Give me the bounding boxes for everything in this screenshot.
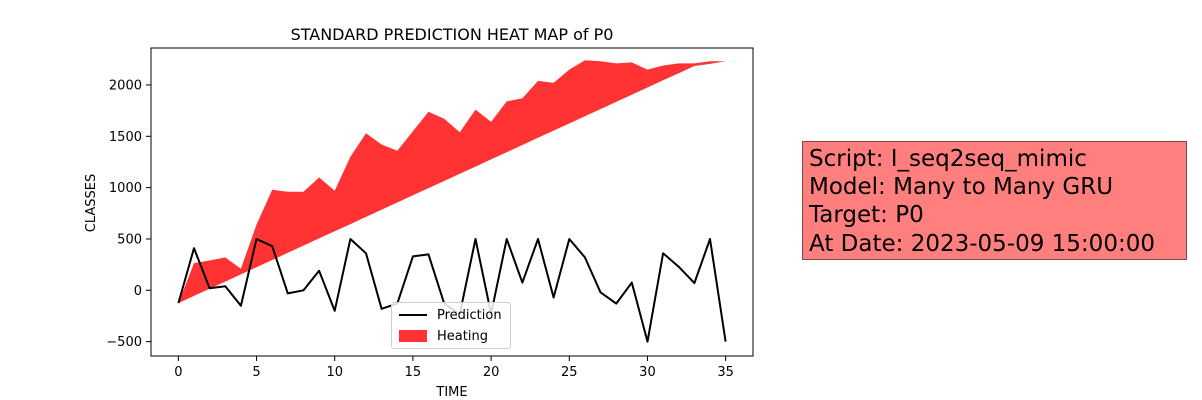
y-tick-label: 2000 [109,78,142,93]
y-tick-label: 0 [134,284,142,299]
heating-area [178,60,726,304]
info-model: Model: Many to Many GRU [809,174,1114,201]
x-tick-label: 5 [252,365,260,380]
legend-item-heating: Heating [399,327,488,345]
y-tick-label: −500 [106,335,142,350]
x-axis-label: TIME [435,385,467,400]
legend-label-prediction: Prediction [437,307,502,323]
x-tick-label: 35 [717,365,734,380]
y-axis-label: CLASSES [84,174,99,232]
info-box: Script: I_seq2seq_mimic Model: Many to M… [802,141,1187,260]
x-tick-label: 20 [483,365,500,380]
x-tick-label: 15 [405,365,422,380]
chart-title: STANDARD PREDICTION HEAT MAP of P0 [291,25,614,44]
x-tick-label: 25 [561,365,578,380]
legend-patch-swatch [399,330,427,342]
x-tick-label: 0 [174,365,182,380]
info-target: Target: P0 [809,202,924,229]
legend-line-swatch [399,314,427,316]
y-tick-label: 1000 [109,181,142,196]
y-tick-label: 1500 [109,130,142,145]
legend-item-prediction: Prediction [399,306,502,324]
y-tick-label: 500 [117,232,142,247]
legend: Prediction Heating [391,302,511,349]
info-date: At Date: 2023-05-09 15:00:00 [809,230,1155,257]
x-tick-label: 30 [639,365,656,380]
x-tick-label: 10 [326,365,343,380]
legend-label-heating: Heating [437,328,488,344]
info-script: Script: I_seq2seq_mimic [809,146,1087,172]
plot-frame [150,47,754,357]
